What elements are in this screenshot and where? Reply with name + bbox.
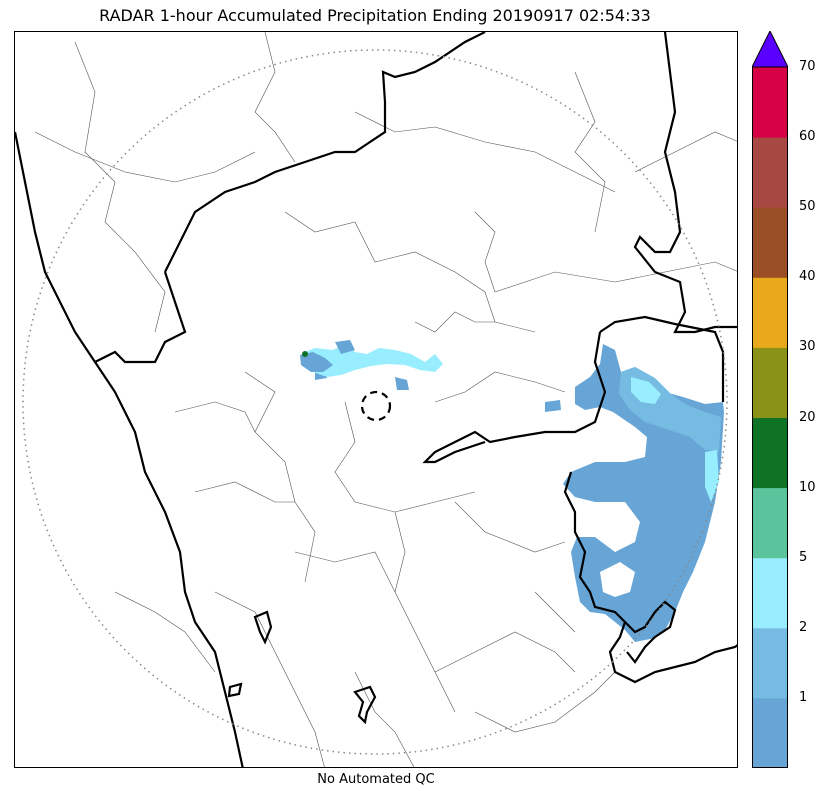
enclave-coast [227, 682, 243, 698]
colorbar-segment [752, 557, 788, 629]
state-boundary-southeast [563, 471, 737, 684]
state-boundary-east [422, 331, 607, 464]
colorbar-tick-label-top: 70 [799, 59, 816, 74]
colorbar-segment [752, 627, 788, 699]
state-boundaries [15, 32, 737, 767]
precip-point-green [302, 351, 308, 357]
state-boundary-east-loop [599, 315, 725, 402]
precip-area-east-cyan [631, 377, 719, 502]
colorbar-segment [752, 137, 788, 208]
district-boundaries [34, 32, 737, 767]
radar-range-ring [22, 49, 728, 755]
colorbar [752, 31, 788, 768]
precip-area-south-hole [600, 562, 635, 597]
state-boundary-north [164, 32, 486, 273]
precip-small-cells [315, 370, 561, 412]
colorbar-tick-label: 10 [799, 479, 816, 495]
precip-west-blue [300, 340, 355, 372]
colorbar-segment [752, 277, 788, 348]
state-boundary-northwest [94, 271, 187, 364]
colorbar-segment [752, 67, 788, 138]
state-boundary-south-loop [624, 600, 677, 664]
colorbar-segment [752, 697, 788, 768]
precip-layer [300, 340, 724, 642]
coastline-west [15, 131, 244, 767]
colorbar-segment [752, 207, 788, 278]
colorbar-segment [752, 487, 788, 559]
precip-west-cyan [305, 344, 443, 377]
colorbar-tick-label: 50 [799, 199, 816, 215]
map-panel[interactable] [14, 31, 738, 768]
colorbar-tick-label: 20 [799, 409, 816, 425]
colorbar-frame [752, 66, 788, 768]
map-title: RADAR 1-hour Accumulated Precipitation E… [99, 6, 651, 25]
colorbar-tick-label: 2 [799, 619, 808, 635]
colorbar-tick-label: 5 [799, 549, 808, 565]
colorbar-tick-label: 1 [799, 689, 808, 705]
map-canvas [15, 32, 737, 767]
colorbar-extend-arrow [752, 31, 788, 68]
qc-note: No Automated QC [317, 772, 435, 787]
radar-site-marker [360, 390, 392, 422]
state-boundary-northeast [633, 32, 737, 334]
colorbar-tick-label: 40 [799, 269, 816, 285]
colorbar-segment [752, 347, 788, 418]
enclave-southwest [253, 610, 273, 645]
enclave-south [353, 685, 377, 725]
colorbar-tick-label: 30 [799, 339, 816, 355]
colorbar-segment [752, 417, 788, 489]
colorbar-tick-label: 60 [799, 129, 816, 145]
